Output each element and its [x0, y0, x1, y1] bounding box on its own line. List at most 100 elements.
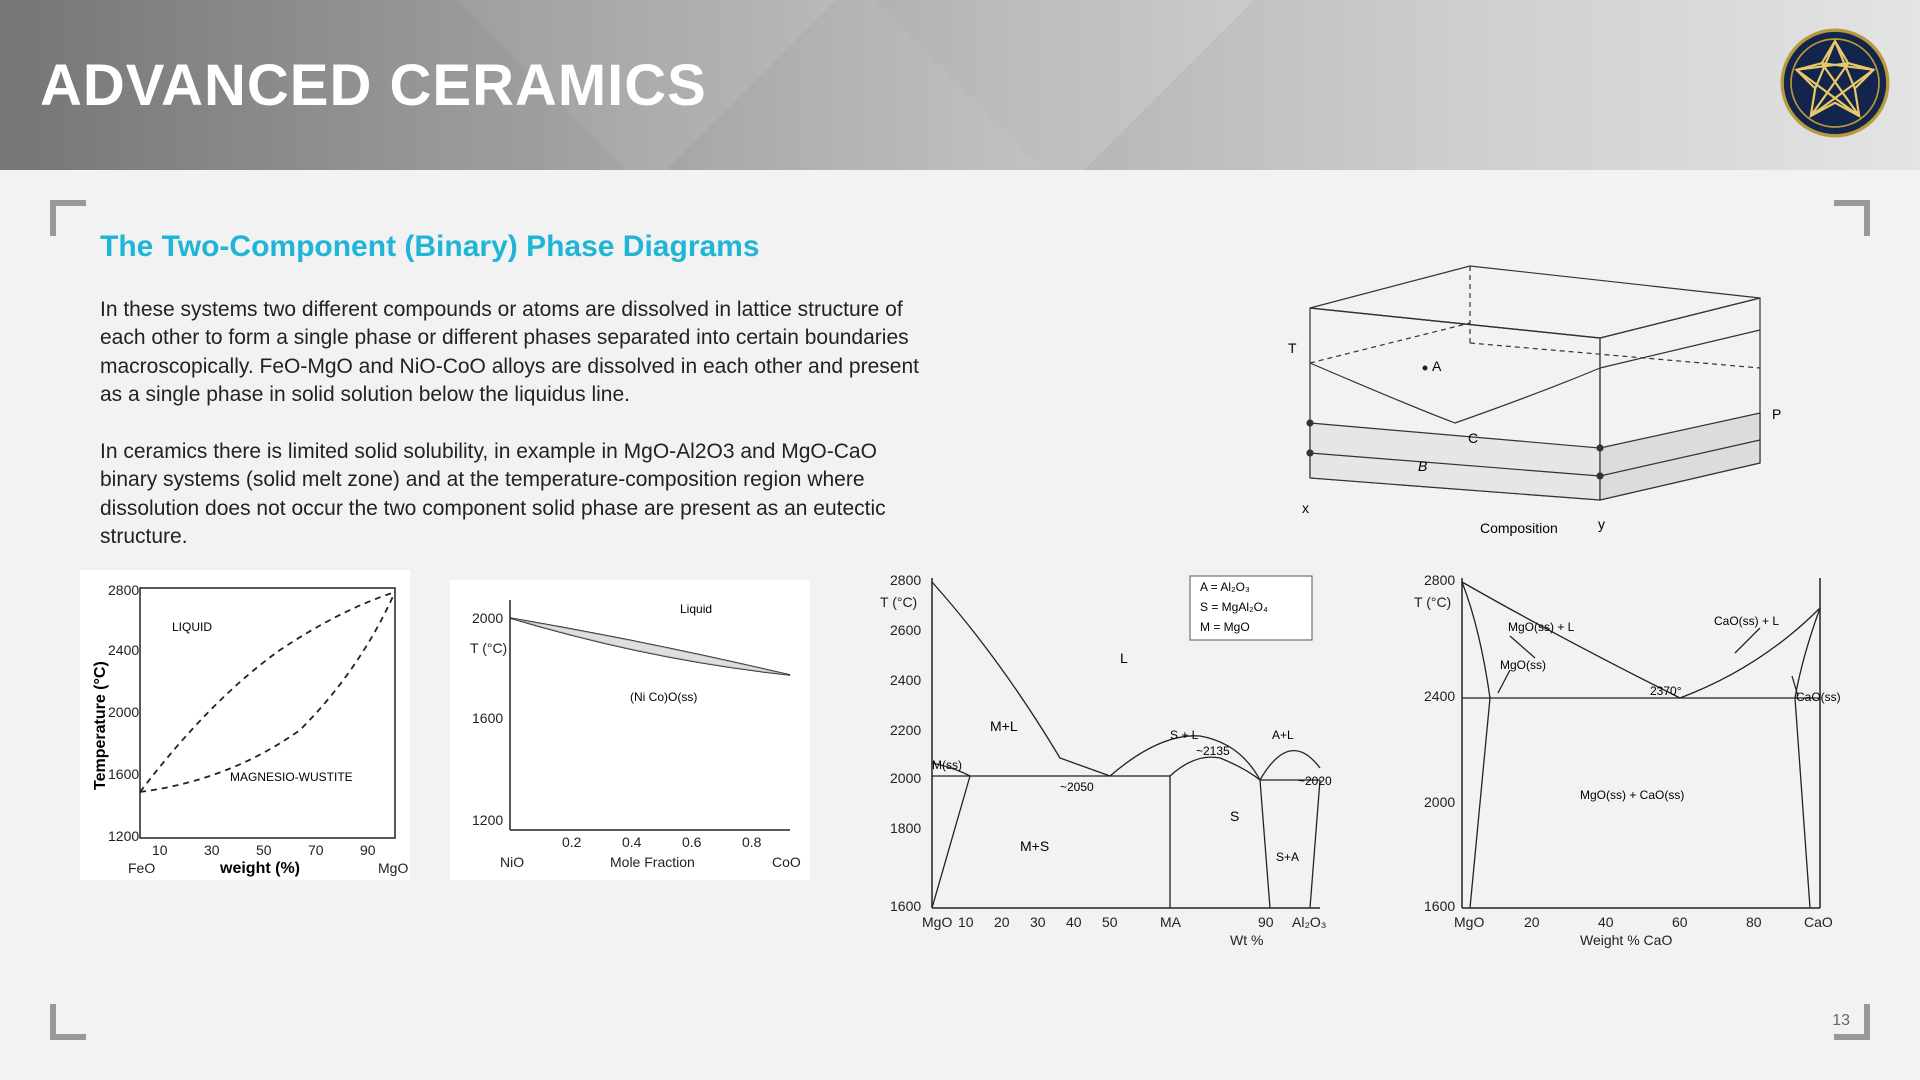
region-label: M+S [1020, 838, 1049, 854]
x-tick: 30 [1030, 914, 1046, 930]
x-axis-label: Mole Fraction [610, 854, 695, 870]
paragraph: In these systems two different compounds… [100, 296, 920, 409]
feo-mgo-chart: Temperature (°C) 2800 2400 2000 1600 120… [80, 570, 410, 880]
y-tick: 2000 [1424, 794, 1455, 810]
y-axis-label: T (°C) [1414, 594, 1451, 610]
x-tick: 50 [256, 842, 272, 858]
x-axis-label: Wt % [1230, 932, 1263, 948]
endpoint-label: CaO [1804, 914, 1833, 930]
axis-label: Composition [1480, 520, 1558, 536]
x-tick: 20 [994, 914, 1010, 930]
endpoint-label: CoO [772, 854, 801, 870]
x-tick: 0.2 [562, 834, 581, 850]
x-tick: 30 [204, 842, 220, 858]
y-axis-label: T (°C) [470, 640, 507, 656]
isometric-phase-diagram: T A C B P x y Composition [1240, 248, 1810, 538]
region-label: S + L [1170, 728, 1198, 742]
endpoint-label: MgO [922, 914, 952, 930]
legend-item: S = MgAl₂O₄ [1200, 600, 1268, 614]
point-label: B [1418, 458, 1427, 474]
x-tick: 10 [152, 842, 168, 858]
y-tick: 2600 [890, 622, 921, 638]
axis-label: y [1598, 516, 1605, 532]
y-tick: 2000 [472, 610, 503, 626]
legend-item: M = MgO [1200, 620, 1250, 634]
y-tick: 1200 [472, 812, 503, 828]
region-label: A+L [1272, 728, 1294, 742]
x-tick: 40 [1066, 914, 1082, 930]
y-tick: 2400 [1424, 688, 1455, 704]
region-label: MgO(ss) [1500, 658, 1546, 672]
x-axis-label: weight (%) [220, 860, 300, 878]
frame-corner [50, 200, 86, 236]
annotation: 2370° [1650, 684, 1682, 698]
region-label: MgO(ss) + L [1508, 620, 1574, 634]
region-label: CaO(ss) + L [1714, 614, 1779, 628]
frame-corner [50, 1004, 86, 1040]
region-label: MAGNESIO-WUSTITE [230, 770, 353, 784]
annotation: ~2020 [1298, 774, 1332, 788]
y-tick: 1600 [108, 766, 139, 782]
x-tick: 70 [308, 842, 324, 858]
endpoint-label: MgO [1454, 914, 1484, 930]
x-tick: 40 [1598, 914, 1614, 930]
x-tick: 0.6 [682, 834, 701, 850]
axis-label: T [1288, 340, 1297, 356]
region-label: S [1230, 808, 1239, 824]
annotation: ~2135 [1196, 744, 1230, 758]
y-tick: 1600 [890, 898, 921, 914]
x-tick: 90 [360, 842, 376, 858]
region-label: S+A [1276, 850, 1299, 864]
x-tick: 20 [1524, 914, 1540, 930]
paragraph: In ceramics there is limited solid solub… [100, 438, 920, 551]
annotation: ~2050 [1060, 780, 1094, 794]
x-tick: 50 [1102, 914, 1118, 930]
endpoint-label: Al₂O₃ [1292, 914, 1326, 930]
section-title: The Two-Component (Binary) Phase Diagram… [100, 230, 760, 264]
slide-title: ADVANCED CERAMICS [40, 52, 707, 119]
x-tick: 60 [1672, 914, 1688, 930]
mid-label: MA [1160, 914, 1181, 930]
mgo-cao-chart: 2800 2400 2000 1600 T (°C) MgO 20 40 60 … [1400, 558, 1840, 948]
y-tick: 2800 [108, 582, 139, 598]
axis-label: x [1302, 500, 1309, 516]
x-tick: 80 [1746, 914, 1762, 930]
legend-item: A = Al₂O₃ [1200, 580, 1250, 594]
endpoint-label: FeO [128, 860, 155, 876]
nio-coo-chart: 2000 1600 1200 T (°C) 0.2 0.4 0.6 0.8 Ni… [450, 580, 810, 880]
axis-label: P [1772, 406, 1781, 422]
region-label: MgO(ss) + CaO(ss) [1580, 788, 1684, 802]
frame-corner [1834, 200, 1870, 236]
region-label: M(ss) [932, 758, 962, 772]
point-label: C [1468, 430, 1478, 446]
x-tick: 0.8 [742, 834, 761, 850]
endpoint-label: NiO [500, 854, 524, 870]
region-label: (Ni Co)O(ss) [630, 690, 697, 704]
x-axis-label: Weight % CaO [1580, 932, 1672, 948]
region-label: LIQUID [172, 620, 212, 634]
slide-header: ADVANCED CERAMICS [0, 0, 1920, 170]
x-tick: 90 [1258, 914, 1274, 930]
region-label: Liquid [680, 602, 712, 616]
region-label: L [1120, 650, 1128, 666]
endpoint-label: MgO [378, 860, 408, 876]
y-tick: 1200 [108, 828, 139, 844]
page-number: 13 [1832, 1012, 1850, 1030]
point-label: A [1432, 358, 1441, 374]
y-tick: 2400 [890, 672, 921, 688]
y-tick: 2800 [1424, 572, 1455, 588]
y-tick: 2200 [890, 722, 921, 738]
y-axis-label: T (°C) [880, 594, 917, 610]
y-tick: 2000 [108, 704, 139, 720]
x-tick: 0.4 [622, 834, 641, 850]
y-tick: 1600 [472, 710, 503, 726]
y-tick: 1800 [890, 820, 921, 836]
x-tick: 10 [958, 914, 974, 930]
y-tick: 2400 [108, 642, 139, 658]
region-label: CaO(ss) [1796, 690, 1841, 704]
y-tick: 1600 [1424, 898, 1455, 914]
mgo-al2o3-chart: 2800 2600 2400 2200 2000 1800 1600 T (°C… [860, 558, 1350, 948]
y-tick: 2800 [890, 572, 921, 588]
university-logo-icon [1780, 28, 1890, 138]
region-label: M+L [990, 718, 1018, 734]
